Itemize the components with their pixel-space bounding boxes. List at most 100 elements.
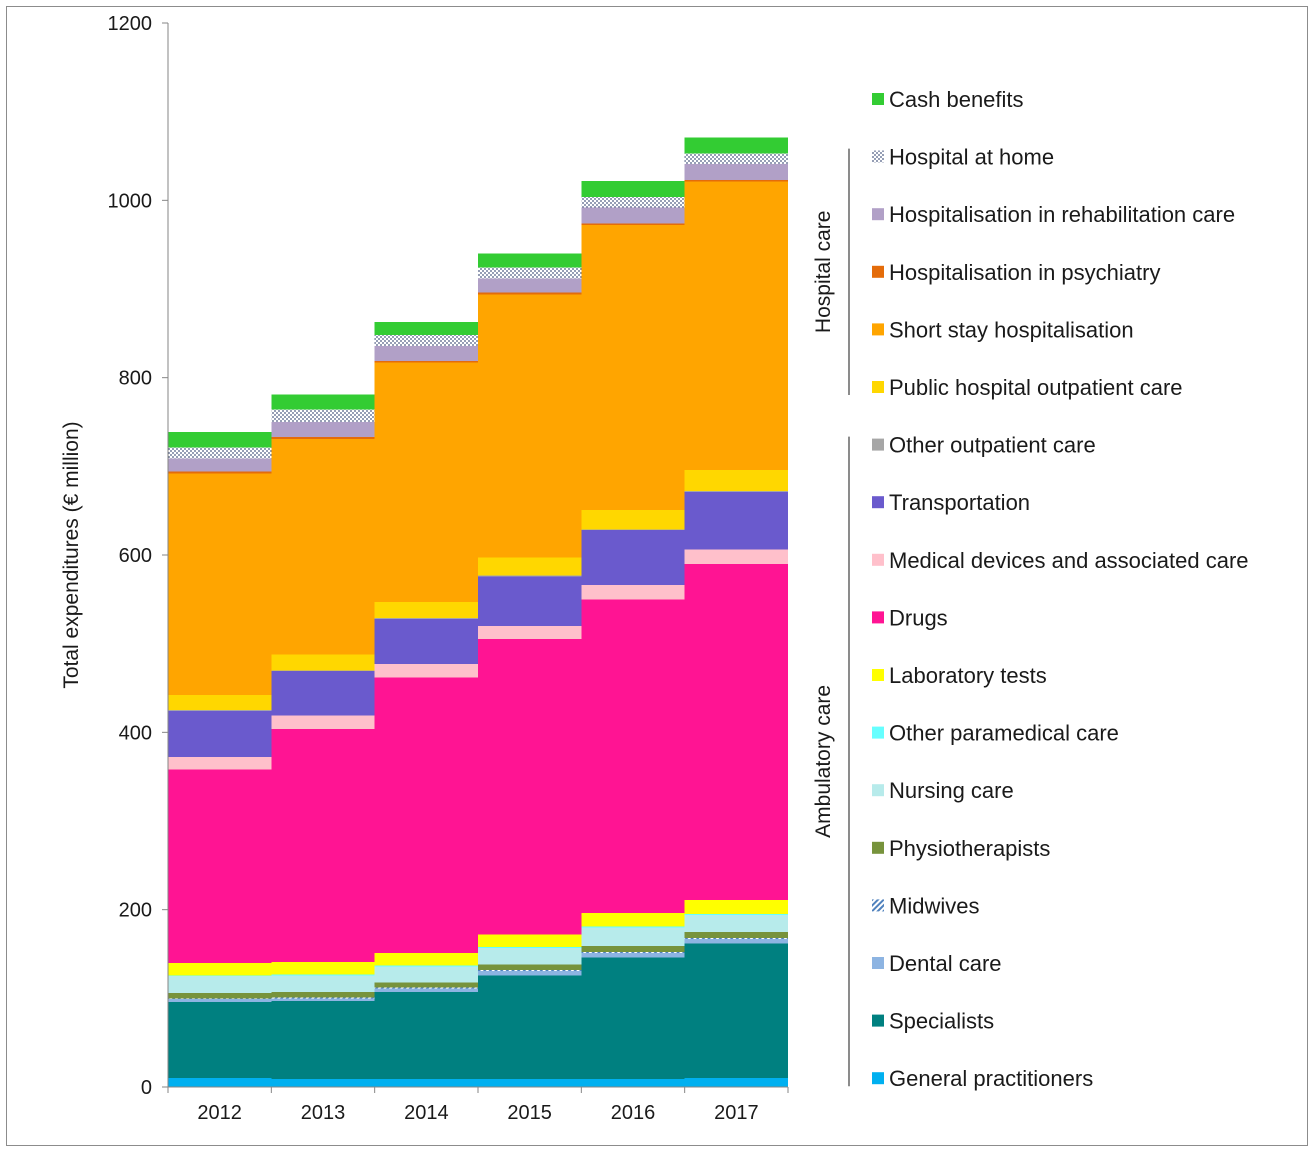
legend-swatch <box>872 93 884 105</box>
segment-public-hospital-outpatient-care-2015 <box>478 557 582 576</box>
segment-dental-care-2013 <box>271 998 375 1001</box>
segment-laboratory-tests-2014 <box>374 953 478 966</box>
segment-drugs-2013 <box>271 728 375 962</box>
segment-laboratory-tests-2013 <box>271 961 375 975</box>
legend-item-medical-devices-and-associated-care: Medical devices and associated care <box>872 548 1249 573</box>
segment-dental-care-2015 <box>478 970 582 976</box>
segment-drugs-2015 <box>478 639 582 935</box>
segment-medical-devices-and-associated-care-2017 <box>684 549 788 564</box>
group-ambulatory-care: Ambulatory care <box>812 436 850 1087</box>
segment-other-outpatient-care-2014 <box>374 617 478 619</box>
segment-midwives-2016 <box>581 952 685 954</box>
segment-medical-devices-and-associated-care-2014 <box>374 664 478 678</box>
segment-public-hospital-outpatient-care-2017 <box>684 469 788 492</box>
segment-dental-care-2017 <box>684 938 788 944</box>
legend-swatch <box>872 496 884 509</box>
legend-swatch <box>872 841 884 854</box>
legend-item-drugs: Drugs <box>872 605 948 630</box>
segment-nursing-care-2014 <box>374 966 478 983</box>
x-tick-label: 2014 <box>404 1102 449 1124</box>
legend-label: Other paramedical care <box>889 721 1119 746</box>
segment-dental-care-2012 <box>168 999 272 1002</box>
legend-swatch <box>872 899 884 912</box>
segment-general-practitioners-2014 <box>374 1079 478 1087</box>
series-cash-benefits <box>168 137 788 448</box>
series-dental-care <box>168 938 788 1002</box>
segment-public-hospital-outpatient-care-2016 <box>581 509 685 530</box>
legend-swatch <box>872 611 884 624</box>
segment-hospitalisation-in-rehabilitation-care-2017 <box>684 163 788 180</box>
series-hospitalisation-in-rehabilitation-care <box>168 163 788 472</box>
legend-item-public-hospital-outpatient-care: Public hospital outpatient care <box>872 375 1183 400</box>
legend-item-hospital-at-home: Hospital at home <box>872 145 1054 170</box>
segment-short-stay-hospitalisation-2016 <box>581 225 685 510</box>
segment-hospitalisation-in-psychiatry-2013 <box>271 437 375 439</box>
legend-label: Specialists <box>889 1009 994 1034</box>
legend-swatch <box>872 323 884 336</box>
legend-item-hospitalisation-in-rehabilitation-care: Hospitalisation in rehabilitation care <box>872 202 1235 227</box>
segment-other-outpatient-care-2012 <box>168 710 272 712</box>
segment-midwives-2014 <box>374 987 478 989</box>
segment-midwives-2012 <box>168 998 272 1000</box>
segment-short-stay-hospitalisation-2014 <box>374 362 478 602</box>
segment-specialists-2012 <box>168 1001 272 1079</box>
y-tick-label: 1200 <box>108 13 153 35</box>
segment-hospital-at-home-2012 <box>168 447 272 459</box>
x-tick-label: 2017 <box>714 1102 759 1124</box>
segment-physiotherapists-2013 <box>271 992 375 998</box>
legend-label: Transportation <box>889 490 1030 515</box>
legend-item-other-outpatient-care: Other outpatient care <box>872 433 1096 458</box>
segment-laboratory-tests-2015 <box>478 934 582 947</box>
segment-other-outpatient-care-2017 <box>684 491 788 493</box>
series-other-paramedical-care <box>168 914 788 977</box>
segment-drugs-2016 <box>581 599 685 914</box>
segment-hospitalisation-in-rehabilitation-care-2015 <box>478 278 582 293</box>
segment-hospitalisation-in-rehabilitation-care-2014 <box>374 345 478 361</box>
segment-cash-benefits-2015 <box>478 253 582 268</box>
segment-nursing-care-2012 <box>168 976 272 994</box>
segment-hospitalisation-in-rehabilitation-care-2013 <box>271 422 375 438</box>
segment-cash-benefits-2013 <box>271 394 375 410</box>
legend-label: Dental care <box>889 951 1002 976</box>
segment-physiotherapists-2015 <box>478 964 582 970</box>
series-medical-devices-and-associated-care <box>168 549 788 770</box>
segment-laboratory-tests-2012 <box>168 962 272 976</box>
series-transportation <box>168 492 788 758</box>
segment-drugs-2017 <box>684 563 788 900</box>
segment-transportation-2016 <box>581 530 685 586</box>
legend-label: Nursing care <box>889 778 1014 803</box>
x-tick-label: 2013 <box>301 1102 346 1124</box>
legend-swatch <box>872 784 884 797</box>
segment-transportation-2015 <box>478 576 582 626</box>
segment-specialists-2017 <box>684 943 788 1079</box>
legend-item-physiotherapists: Physiotherapists <box>872 836 1050 861</box>
segment-other-paramedical-care-2015 <box>478 946 582 948</box>
legend-item-dental-care: Dental care <box>872 951 1002 976</box>
legend-item-hospitalisation-in-psychiatry: Hospitalisation in psychiatry <box>872 260 1160 285</box>
series-midwives <box>168 938 788 1000</box>
legend-label: Midwives <box>889 893 979 918</box>
segment-public-hospital-outpatient-care-2014 <box>374 601 478 618</box>
segment-nursing-care-2017 <box>684 914 788 932</box>
legend-label: Laboratory tests <box>889 663 1047 688</box>
legend-swatch <box>872 438 884 451</box>
segment-specialists-2015 <box>478 975 582 1080</box>
segment-other-outpatient-care-2015 <box>478 575 582 577</box>
segment-laboratory-tests-2017 <box>684 899 788 915</box>
legend-swatch <box>872 150 884 163</box>
group-hospital-care: Hospital care <box>812 148 850 395</box>
x-tick-label: 2012 <box>197 1102 242 1124</box>
segment-medical-devices-and-associated-care-2016 <box>581 585 685 600</box>
series-areas <box>168 137 788 1087</box>
segment-short-stay-hospitalisation-2015 <box>478 294 582 558</box>
segment-dental-care-2016 <box>581 953 685 958</box>
segment-physiotherapists-2017 <box>684 931 788 939</box>
legend-swatch <box>872 726 884 739</box>
legend-label: Drugs <box>889 605 948 630</box>
segment-general-practitioners-2016 <box>581 1079 685 1087</box>
segment-laboratory-tests-2016 <box>581 913 685 927</box>
segment-drugs-2014 <box>374 677 478 954</box>
legend-item-short-stay-hospitalisation: Short stay hospitalisation <box>872 317 1134 342</box>
legend-item-transportation: Transportation <box>872 490 1030 515</box>
